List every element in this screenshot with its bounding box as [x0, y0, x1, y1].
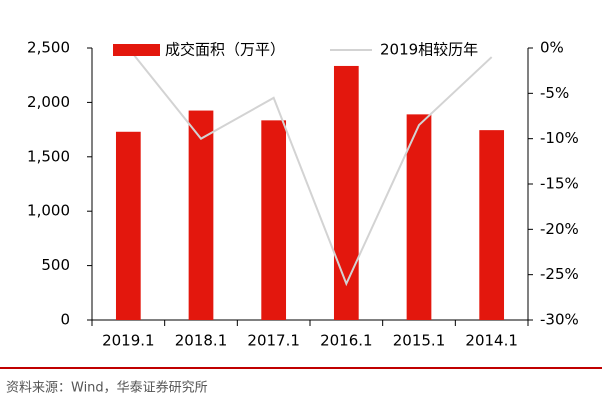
- bar: [188, 110, 214, 320]
- y-tick-label: 2,000: [27, 93, 70, 111]
- y-tick-label: 1,500: [27, 147, 70, 165]
- y2-tick-label: -15%: [540, 175, 579, 193]
- legend-label: 成交面积（万平）: [165, 41, 285, 59]
- line: [127, 47, 493, 287]
- y-tick-label: 500: [41, 256, 70, 274]
- y2-tick-label: 0%: [540, 39, 564, 57]
- y2-tick-label: -5%: [540, 84, 569, 102]
- y-tick-label: 2,500: [27, 39, 70, 57]
- legend-swatch: [113, 44, 160, 56]
- y-tick-label: 0: [60, 311, 70, 329]
- y-tick-label: 1,000: [27, 202, 70, 220]
- bar: [261, 120, 287, 321]
- y2-tick-label: -25%: [540, 265, 579, 283]
- x-tick-label: 2015.1: [393, 332, 446, 350]
- y2-tick-label: -10%: [540, 129, 579, 147]
- x-tick-label: 2019.1: [102, 332, 155, 350]
- y2-tick-label: -30%: [540, 311, 579, 329]
- source-note: 资料来源：Wind，华泰证券研究所: [6, 380, 208, 396]
- x-tick-label: 2018.1: [175, 332, 228, 350]
- x-tick-label: 2017.1: [247, 332, 300, 350]
- x-tick-label: 2016.1: [320, 332, 373, 350]
- bar: [406, 114, 432, 320]
- bar: [115, 131, 141, 320]
- y2-tick-label: -20%: [540, 220, 579, 238]
- legend-label: 2019相较历年: [380, 41, 478, 59]
- x-tick-label: 2014.1: [465, 332, 518, 350]
- bar: [333, 65, 359, 321]
- bar: [479, 130, 505, 320]
